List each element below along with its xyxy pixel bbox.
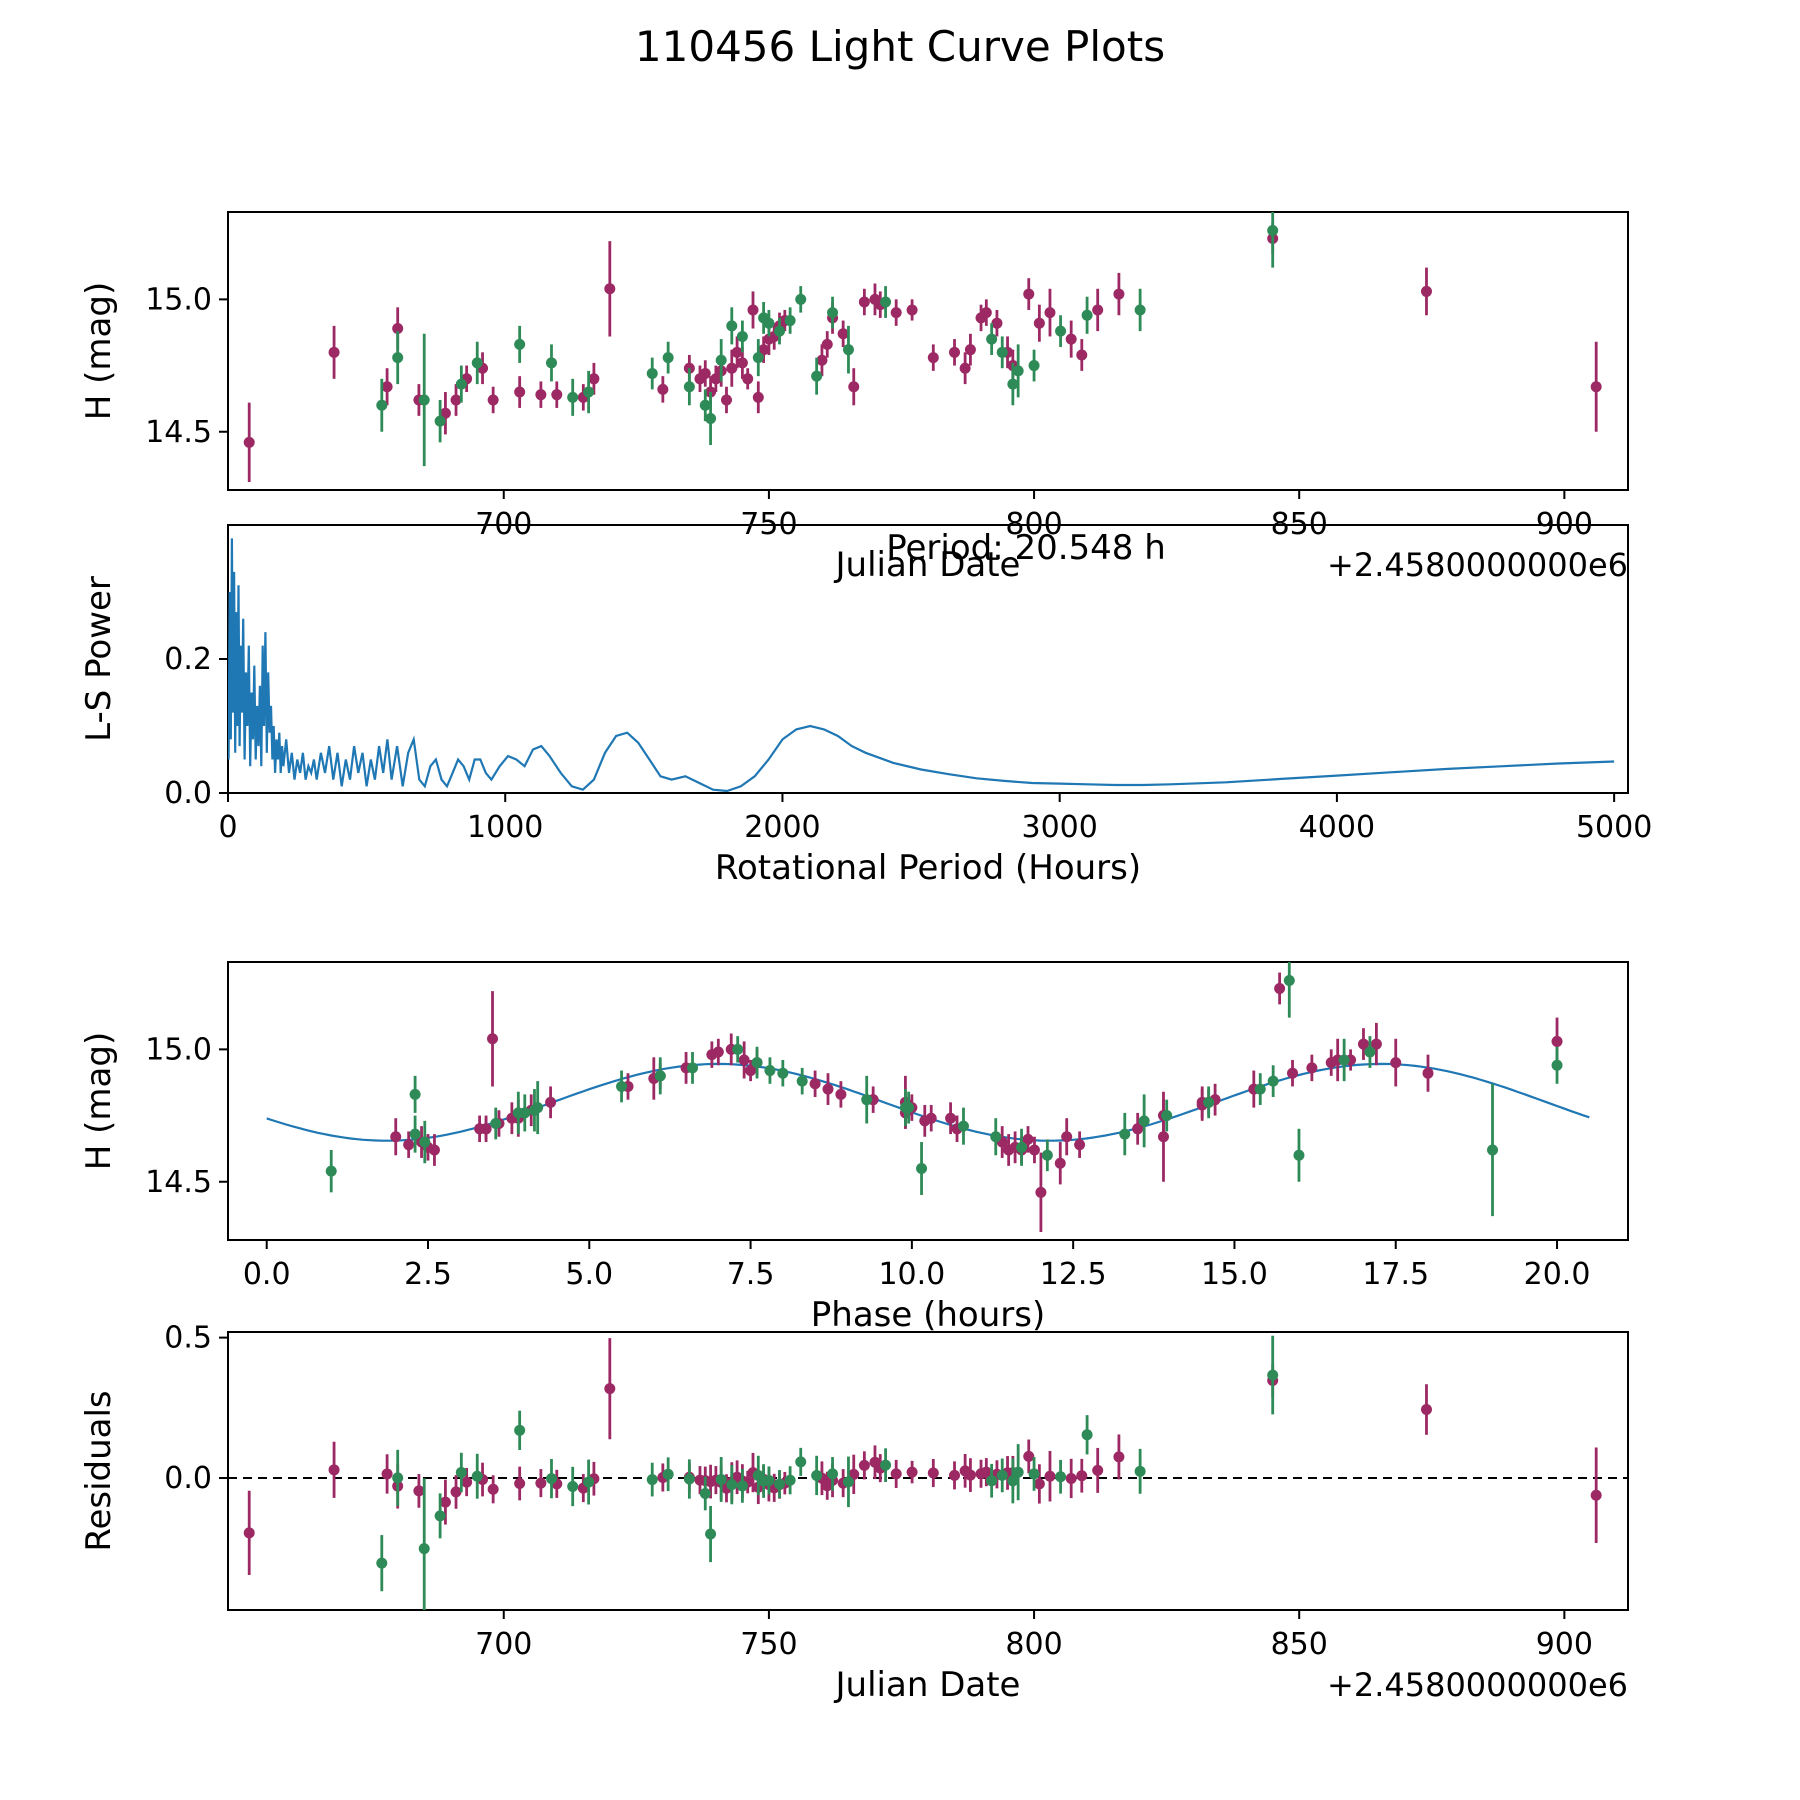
lightcurve-x-offset: +2.4580000000e6 [1327, 546, 1628, 584]
periodogram-ylabel: L-S Power [79, 576, 119, 742]
phased-lightcurve-axes: 0.0 2.5 5.0 7.5 10.0 12.5 15.0 17.5 20.0 14.5 15.0… [79, 961, 1629, 1335]
phased-lightcurve-ylabel: H (mag) [79, 1032, 119, 1170]
svg-text:10.0: 10.0 [878, 1257, 945, 1292]
svg-text:0.5: 0.5 [164, 1321, 212, 1356]
svg-text:1000: 1000 [467, 810, 543, 845]
svg-text:0.2: 0.2 [164, 642, 212, 677]
lightcurve-ylabel: H (mag) [79, 282, 119, 420]
svg-text:750: 750 [740, 1627, 797, 1662]
periodogram-curve [228, 538, 1615, 793]
phased-lightcurve-xlabel: Phase (hours) [811, 1295, 1045, 1335]
svg-text:700: 700 [475, 1627, 532, 1662]
svg-text:0: 0 [218, 810, 237, 845]
svg-text:2.5: 2.5 [404, 1257, 452, 1292]
phased-fit-curve [266, 1062, 1590, 1142]
svg-text:14.5: 14.5 [145, 1165, 212, 1200]
svg-text:0.0: 0.0 [243, 1257, 291, 1292]
residuals-x-offset: +2.4580000000e6 [1327, 1666, 1628, 1704]
svg-text:4000: 4000 [1299, 810, 1375, 845]
svg-text:900: 900 [1536, 1627, 1593, 1662]
svg-text:5000: 5000 [1576, 810, 1652, 845]
svg-text:2000: 2000 [744, 810, 820, 845]
svg-text:15.0: 15.0 [145, 1032, 212, 1067]
svg-text:15.0: 15.0 [1201, 1257, 1268, 1292]
periodogram-axes: 0 1000 2000 3000 4000 5000 0.0 0.2 Rotational Pe… [79, 524, 1652, 888]
period-annotation: Period: 20.548 h [886, 528, 1166, 568]
svg-text:7.5: 7.5 [727, 1257, 775, 1292]
svg-text:5.0: 5.0 [565, 1257, 613, 1292]
svg-text:0.0: 0.0 [164, 776, 212, 811]
svg-text:850: 850 [1271, 1627, 1328, 1662]
residuals-ylabel: Residuals [79, 1390, 119, 1551]
lightcurve-xlabel: Julian Date [834, 545, 1021, 585]
svg-text:0.0: 0.0 [164, 1461, 212, 1496]
svg-text:20.0: 20.0 [1524, 1257, 1591, 1292]
svg-text:17.5: 17.5 [1362, 1257, 1429, 1292]
svg-text:15.0: 15.0 [145, 282, 212, 317]
svg-text:12.5: 12.5 [1040, 1257, 1107, 1292]
phased-lightcurve-points [325, 962, 1563, 1233]
lightcurve-points [243, 212, 1602, 483]
periodogram-xlabel: Rotational Period (Hours) [715, 848, 1141, 888]
svg-text:3000: 3000 [1022, 810, 1098, 845]
figure-title: 110456 Light Curve Plots [634, 22, 1166, 71]
svg-text:800: 800 [1005, 1627, 1062, 1662]
residuals-axes: 700 750 800 850 900 0.0 0.5 Julian Date +2.45800… [79, 1321, 1629, 1705]
residuals-points [243, 1335, 1602, 1610]
residuals-xlabel: Julian Date [834, 1665, 1021, 1705]
svg-text:14.5: 14.5 [145, 415, 212, 450]
